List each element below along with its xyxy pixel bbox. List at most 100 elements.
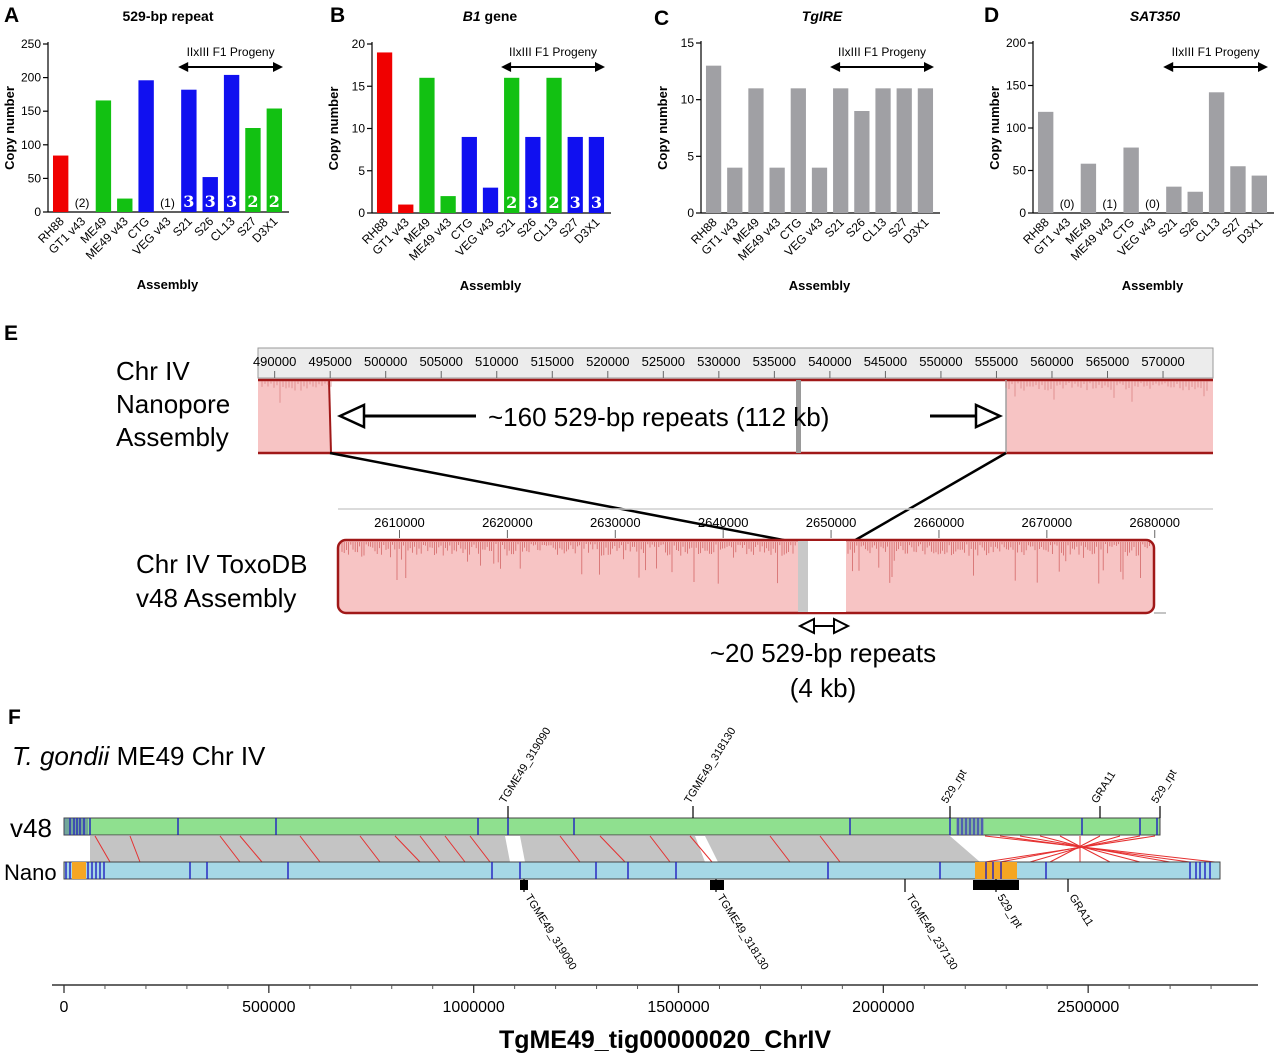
- top-ruler-label: 515000: [531, 354, 574, 369]
- chartA-in-bar-label: 3: [205, 192, 216, 211]
- chartB-bar-s21: [504, 77, 520, 213]
- chartC-ytick-label: 5: [687, 149, 694, 163]
- bottom-gene-label: 529_rpt: [994, 892, 1024, 930]
- v48-track: [63, 817, 1161, 836]
- chartA-in-bar-label: 2: [269, 192, 280, 211]
- chartA-in-bar-label: 3: [183, 192, 194, 211]
- chartB-bar-rh88: [376, 52, 393, 214]
- panel-f-title-rest: ME49 Chr IV: [109, 741, 266, 771]
- top-gene-label: GRA11: [1089, 769, 1118, 805]
- chartD-progeny-label: IIxIII F1 Progeny: [1172, 45, 1260, 59]
- genome-axis-tick-label: 2500000: [1057, 999, 1119, 1016]
- chartC-title: TgIRE: [802, 8, 843, 24]
- bottom-gene-label: TGME49_237130: [903, 892, 959, 972]
- panel-label-c: C: [654, 7, 669, 30]
- chartD-bar-s26: [1187, 191, 1203, 213]
- chartC-ytick-label: 15: [681, 36, 695, 50]
- chartB-bar-me49: [419, 77, 435, 213]
- track-label-nano: Nano: [4, 860, 57, 885]
- top-ruler-label: 490000: [253, 354, 296, 369]
- chartB-bar-cl13: [546, 77, 562, 213]
- connector-left: [329, 451, 805, 546]
- chartB-xtick-label: S21: [493, 215, 518, 240]
- chartB-bar-s27: [567, 136, 583, 213]
- chartD-bar-me49: [1080, 163, 1097, 213]
- chartC-bar-s21: [833, 88, 849, 213]
- chartB-in-bar-label: 2: [506, 193, 517, 212]
- top-ruler-label: 545000: [864, 354, 907, 369]
- chartC-progeny-label: IIxIII F1 Progeny: [838, 45, 926, 59]
- chartB-bar-gt1-v43: [398, 204, 414, 213]
- top-repeat-arrow: [336, 403, 1004, 429]
- bottom-gene-label: TGME49_319090: [522, 892, 578, 972]
- toxodb-alignment-track: [336, 538, 1156, 615]
- chartA-bar-me49: [95, 100, 112, 212]
- genome-axis: 0 500000 1000000 1500000 2000000 2500000: [60, 985, 1212, 1016]
- panel-f-species: T. gondii: [12, 741, 111, 771]
- chartA-in-bar-label: 3: [226, 192, 237, 211]
- chartB-ytick-label: 20: [352, 37, 366, 51]
- chartB-bar-ctg: [461, 136, 477, 213]
- chartC-bar-s27: [896, 88, 912, 213]
- chartB-progeny-label: IIxIII F1 Progeny: [509, 45, 597, 59]
- chartD-bar-ctg: [1123, 147, 1139, 213]
- chartA-ytick-label: 100: [21, 138, 41, 152]
- chartD-ytick-label: 200: [1006, 36, 1026, 50]
- chartA-xlabel: Assembly: [137, 277, 199, 292]
- chartB-bar-s26: [525, 136, 541, 213]
- toxodb-coverage-marks: [341, 542, 1150, 584]
- chartD-ytick-label: 0: [1019, 206, 1026, 220]
- chartB-ylabel: Copy number: [326, 87, 341, 171]
- panel-e: Chr IV Nanopore Assembly Chr IV ToxoDB v…: [116, 347, 1214, 703]
- chartA-bar-d3x1: [266, 108, 283, 212]
- top-ruler-label: 525000: [642, 354, 685, 369]
- bottom-repeat-text-1: ~20 529-bp repeats: [710, 638, 936, 668]
- toxodb-label-line1: Chr IV ToxoDB: [136, 549, 307, 579]
- synteny-ribbons: [90, 835, 1216, 863]
- nano-track: [63, 861, 1221, 880]
- chartD-bar-d3x1: [1251, 175, 1268, 213]
- chartC-xlabel: Assembly: [789, 278, 851, 293]
- nanopore-label-line2: Nanopore: [116, 389, 230, 419]
- panel-label-b: B: [330, 4, 345, 27]
- chartD-zero-label: (0): [1145, 197, 1160, 211]
- chartB-ytick-label: 0: [358, 206, 365, 220]
- chartD-bar-s27: [1230, 166, 1246, 213]
- top-ruler-label: 565000: [1086, 354, 1129, 369]
- bottom-ruler-label: 2680000: [1129, 515, 1180, 530]
- chartD-xtick-label: S21: [1155, 215, 1180, 240]
- panel-label-e: E: [4, 322, 18, 345]
- chartC-bar-rh88: [705, 65, 722, 214]
- nanopore-label-line3: Assembly: [116, 422, 229, 452]
- chartD-ytick-label: 50: [1013, 164, 1027, 178]
- chartA-zero-label: (2): [75, 196, 90, 210]
- chartA-xtick-label: D3X1: [249, 214, 280, 245]
- chartB-in-bar-label: 3: [570, 193, 581, 212]
- chartA-ylabel: Copy number: [2, 86, 17, 170]
- bottom-gene-label: TGME49_318130: [714, 892, 770, 972]
- bottom-ruler-label: 2640000: [698, 515, 749, 530]
- bottom-ruler: 2610000 2620000 2630000 2640000 2650000 26600…: [374, 515, 1180, 538]
- panel-label-d: D: [984, 4, 999, 27]
- chartB-bar-me49-v43: [440, 196, 456, 213]
- nanopore-label-line1: Chr IV: [116, 356, 190, 386]
- bottom-gene-label: GRA11: [1066, 892, 1095, 928]
- top-gene-label: 529_rpt: [939, 768, 969, 806]
- top-ruler-background: [257, 347, 1214, 379]
- chartB-bar-d3x1: [588, 136, 605, 213]
- bottom-ruler-label: 2610000: [374, 515, 425, 530]
- top-ruler-label: 505000: [420, 354, 463, 369]
- chartD-bar-cl13: [1208, 92, 1225, 213]
- bottom-repeat-text-2: (4 kb): [790, 673, 856, 703]
- chartA-bar-me49-v43: [117, 198, 133, 212]
- chartC-bar-ctg: [790, 88, 806, 213]
- chartD-ytick-label: 100: [1006, 121, 1026, 135]
- chartA-bar-rh88: [52, 155, 69, 212]
- chartB-bar-veg-v43: [482, 187, 499, 213]
- top-ruler-label: 510000: [475, 354, 518, 369]
- top-ruler-label: 500000: [364, 354, 407, 369]
- panel-label-f: F: [8, 706, 21, 729]
